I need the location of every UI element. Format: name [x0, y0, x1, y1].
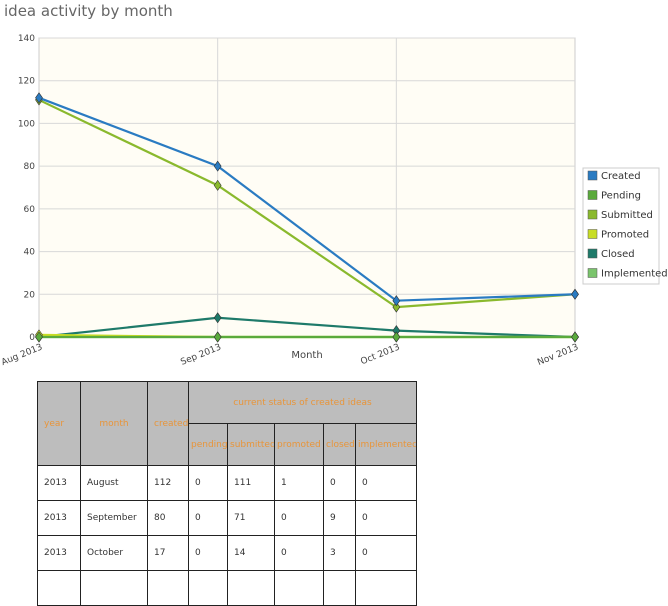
table-cell-year: 2013	[37, 500, 81, 536]
y-tick-label: 120	[18, 77, 35, 87]
line-chart: 0 20 40 60 80 100 120 140 Aug 2013 Sep 2013 Oct 2…	[0, 34, 668, 369]
y-tick-label: 40	[24, 248, 36, 258]
series-line	[38, 316, 576, 339]
table-cell-month: August	[80, 465, 148, 501]
table-cell-pending: 0	[188, 500, 228, 536]
series-group	[35, 92, 579, 343]
y-tick-label: 100	[18, 119, 35, 129]
y-axis-ticks: 0 20 40 60 80 100 120 140	[18, 34, 35, 343]
table-cell-implemented: 0	[354, 465, 418, 501]
legend: Created Pending Submitted Promoted Closed Imp…	[582, 167, 668, 285]
x-tick-label: Sep 2013	[179, 343, 222, 368]
y-tick-label: 20	[24, 290, 36, 300]
col-header-month: month	[80, 381, 148, 466]
series-line	[38, 98, 576, 309]
table-cell-created: 17	[147, 535, 189, 571]
legend-swatch	[587, 190, 598, 200]
col-header-promoted: promoted	[274, 423, 324, 466]
legend-swatch	[587, 268, 598, 278]
data-table: year month created current status of cre…	[37, 381, 418, 606]
table-cell-submitted: 14	[227, 535, 275, 571]
table-cell-implemented: 0	[354, 500, 418, 536]
table-cell-month	[80, 570, 148, 606]
data-point	[213, 312, 222, 324]
table-cell-year: 2013	[37, 465, 81, 501]
x-tick-label: Aug 2013	[0, 343, 44, 369]
table-cell-promoted	[274, 570, 324, 606]
col-header-pending: pending	[188, 423, 228, 466]
x-axis-title: Month	[291, 350, 322, 361]
table-cell-closed	[323, 570, 356, 606]
legend-label: Implemented	[601, 269, 668, 280]
data-point	[392, 331, 401, 343]
plot-area	[38, 37, 576, 338]
series-line	[38, 96, 576, 302]
table-cell-created	[147, 570, 189, 606]
legend-label: Submitted	[601, 210, 653, 221]
table-body: 2013 August 112 0 111 1 0 0 2013 September 80 0 71 0 9…	[37, 465, 418, 606]
table-cell-implemented: 0	[354, 535, 418, 571]
legend-swatch	[587, 170, 598, 181]
data-point	[571, 331, 579, 343]
table-cell-pending: 0	[188, 535, 228, 571]
series-pending	[35, 331, 579, 343]
table-cell-promoted: 0	[274, 500, 324, 536]
data-point	[571, 288, 579, 300]
table-cell-created: 80	[147, 500, 189, 536]
table-cell-closed: 9	[323, 500, 356, 536]
table-cell-month: September	[80, 500, 148, 536]
legend-swatch	[587, 248, 598, 259]
col-header-created: created	[147, 381, 189, 466]
col-header-year: year	[37, 381, 81, 466]
table-row: 2013 September 80 0 71 0 9 0	[37, 500, 418, 536]
table-cell-implemented	[354, 570, 418, 606]
x-axis-ticks: Aug 2013 Sep 2013 Oct 2013 Nov 2013	[0, 343, 580, 369]
table-cell-year	[37, 570, 81, 606]
table-cell-year: 2013	[37, 535, 81, 571]
table-cell-submitted	[227, 570, 275, 606]
y-tick-label: 60	[24, 205, 36, 215]
legend-label: Promoted	[601, 230, 649, 241]
legend-label: Closed	[601, 249, 635, 260]
table-cell-month: October	[80, 535, 148, 571]
data-point	[35, 331, 43, 343]
y-tick-label: 0	[29, 333, 35, 343]
table-cell-pending	[188, 570, 228, 606]
table-cell-closed: 0	[323, 465, 356, 501]
data-point	[213, 160, 222, 172]
chart-title: idea activity by month	[4, 2, 173, 20]
x-tick-label: Oct 2013	[359, 343, 401, 368]
data-point	[35, 92, 43, 104]
table-cell-created: 112	[147, 465, 189, 501]
table-cell-submitted: 111	[227, 465, 275, 501]
legend-swatch	[587, 209, 598, 220]
table-row: 2013 October 17 0 14 0 3 0	[37, 535, 418, 571]
col-header-closed: closed	[323, 423, 356, 466]
table-cell-promoted: 1	[274, 465, 324, 501]
table-cell-pending: 0	[188, 465, 228, 501]
col-header-submitted: submitted	[227, 423, 275, 466]
col-header-implemented: implemented	[354, 423, 418, 466]
y-tick-label: 140	[18, 34, 35, 44]
x-tick-label: Nov 2013	[536, 343, 580, 369]
table-cell-submitted: 71	[227, 500, 275, 536]
data-point	[392, 295, 401, 307]
data-point	[392, 301, 401, 313]
legend-label: Pending	[601, 191, 641, 202]
table-row: 2013 August 112 0 111 1 0 0	[37, 465, 418, 501]
data-point	[213, 331, 222, 343]
table-cell-promoted: 0	[274, 535, 324, 571]
data-point	[213, 179, 222, 191]
legend-label: Created	[601, 171, 641, 182]
col-group-header: current status of created ideas	[187, 381, 418, 424]
legend-box	[582, 167, 660, 285]
legend-swatch	[587, 229, 598, 239]
table-row	[37, 570, 418, 606]
series-created	[35, 92, 579, 307]
y-tick-label: 80	[24, 162, 36, 172]
grid	[39, 37, 575, 337]
table-cell-closed: 3	[323, 535, 356, 571]
